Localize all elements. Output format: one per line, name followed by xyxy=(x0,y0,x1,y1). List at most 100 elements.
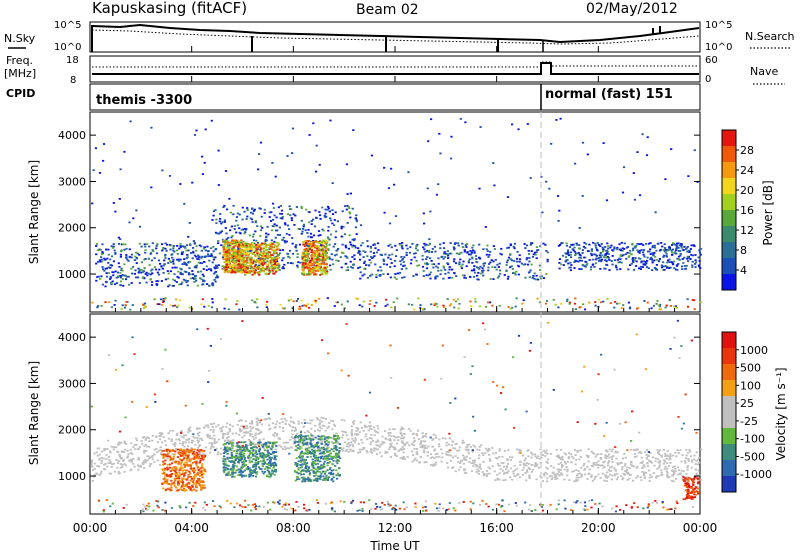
data-cell xyxy=(254,231,256,233)
data-cell xyxy=(489,468,491,470)
data-cell xyxy=(411,243,413,245)
data-cell xyxy=(644,466,646,468)
data-cell xyxy=(416,433,418,435)
data-cell xyxy=(124,442,126,444)
data-cell xyxy=(334,243,336,245)
data-cell xyxy=(691,266,693,268)
data-cell xyxy=(553,299,555,301)
data-cell xyxy=(387,257,389,259)
nave-tick-top: 60 xyxy=(705,55,718,66)
data-cell xyxy=(423,308,425,310)
data-cell xyxy=(390,258,392,260)
data-cell xyxy=(216,232,218,234)
data-cell xyxy=(288,228,290,230)
data-cell xyxy=(301,300,303,302)
data-cell xyxy=(430,464,432,466)
data-cell xyxy=(238,227,240,229)
data-cell xyxy=(196,437,198,439)
data-cell xyxy=(200,257,202,259)
data-cell xyxy=(222,436,224,438)
data-cell xyxy=(138,448,140,450)
data-cell xyxy=(627,269,629,271)
data-cell xyxy=(348,451,350,453)
data-cell xyxy=(118,237,120,239)
data-cell xyxy=(181,269,183,271)
data-cell xyxy=(476,449,478,451)
data-cell xyxy=(282,239,284,241)
data-cell xyxy=(192,277,194,279)
data-cell xyxy=(430,272,432,274)
data-cell xyxy=(621,307,623,309)
data-cell xyxy=(560,449,562,451)
data-cell xyxy=(269,216,271,218)
data-cell xyxy=(531,457,533,459)
data-cell xyxy=(357,267,359,269)
data-cell xyxy=(553,474,555,476)
data-cell xyxy=(426,267,428,269)
data-cell xyxy=(170,270,172,272)
data-cell xyxy=(544,455,546,457)
data-cell xyxy=(194,277,196,279)
data-cell xyxy=(683,246,685,248)
data-cell xyxy=(319,214,321,216)
data-cell xyxy=(379,452,381,454)
data-cell xyxy=(432,248,434,250)
data-cell xyxy=(169,260,171,262)
data-cell xyxy=(422,259,424,261)
data-cell xyxy=(131,453,133,455)
data-cell xyxy=(490,278,492,280)
data-cell xyxy=(555,119,557,121)
data-cell xyxy=(101,251,103,253)
data-cell xyxy=(182,443,184,445)
data-cell xyxy=(358,443,360,445)
data-cell xyxy=(352,239,354,241)
data-cell xyxy=(347,301,349,303)
data-cell xyxy=(329,265,331,267)
data-cell xyxy=(274,265,276,267)
data-cell xyxy=(636,467,638,469)
data-cell xyxy=(281,210,283,212)
data-cell xyxy=(613,467,615,469)
data-cell xyxy=(574,163,576,165)
data-cell xyxy=(258,207,260,209)
data-cell xyxy=(246,257,248,259)
data-cell xyxy=(563,479,565,481)
data-cell xyxy=(680,461,682,463)
data-cell xyxy=(687,469,689,471)
data-cell xyxy=(320,428,322,430)
data-cell xyxy=(93,169,95,171)
data-cell xyxy=(236,258,238,260)
data-cell xyxy=(429,278,431,280)
data-cell xyxy=(373,450,375,452)
data-cell xyxy=(566,466,568,468)
data-cell xyxy=(329,217,331,219)
data-cell xyxy=(641,457,643,459)
data-cell xyxy=(438,133,440,135)
data-cell xyxy=(487,267,489,269)
data-cell xyxy=(459,259,461,261)
data-cell xyxy=(240,272,242,274)
data-cell xyxy=(321,207,323,209)
data-cell xyxy=(274,267,276,269)
data-cell xyxy=(276,217,278,219)
data-cell xyxy=(449,269,451,271)
data-cell xyxy=(376,444,378,446)
data-cell xyxy=(134,466,136,468)
data-cell xyxy=(601,243,603,245)
data-cell xyxy=(626,467,628,469)
data-cell xyxy=(673,306,675,308)
data-cell xyxy=(156,252,158,254)
data-cell xyxy=(342,244,344,246)
data-cell xyxy=(351,433,353,435)
data-cell xyxy=(98,447,100,449)
data-cell xyxy=(342,434,344,436)
data-cell xyxy=(138,272,140,274)
data-cell xyxy=(615,458,617,460)
data-cell xyxy=(653,305,655,307)
data-cell xyxy=(473,463,475,465)
data-cell xyxy=(580,257,582,259)
data-cell xyxy=(216,275,218,277)
data-cell xyxy=(374,434,376,436)
data-cell xyxy=(425,433,427,435)
